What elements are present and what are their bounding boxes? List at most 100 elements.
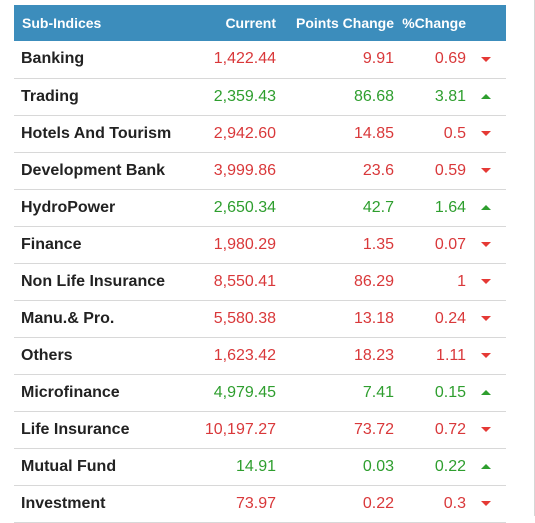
current-value: 4,979.45 xyxy=(213,383,276,401)
table-row[interactable]: Banking 1,422.44 9.91 0.69 xyxy=(14,41,506,78)
trend-cell xyxy=(466,189,506,226)
points-change-value: 9.91 xyxy=(362,50,394,68)
sub-indices-table: Sub-Indices Current Points Change %Chang… xyxy=(14,5,506,523)
sub-index-name[interactable]: Finance xyxy=(21,235,82,253)
table-row[interactable]: Manu.& Pro. 5,580.38 13.18 0.24 xyxy=(14,300,506,337)
table-row[interactable]: HydroPower 2,650.34 42.7 1.64 xyxy=(14,189,506,226)
points-change-value: 13.18 xyxy=(353,309,394,327)
points-change-value: 23.6 xyxy=(362,161,394,179)
points-change-value: 0.22 xyxy=(362,494,394,512)
table-row[interactable]: Trading 2,359.43 86.68 3.81 xyxy=(14,78,506,115)
sub-index-name[interactable]: Banking xyxy=(21,50,85,68)
current-value: 5,580.38 xyxy=(213,309,276,327)
trend-cell xyxy=(466,152,506,189)
caret-down-icon xyxy=(481,426,491,432)
sub-index-name[interactable]: Non Life Insurance xyxy=(21,272,166,290)
header-arrow xyxy=(466,5,506,41)
caret-down-icon xyxy=(481,241,491,247)
caret-down-icon xyxy=(481,167,491,173)
table-row[interactable]: Hotels And Tourism 2,942.60 14.85 0.5 xyxy=(14,115,506,152)
table-row[interactable]: Others 1,623.42 18.23 1.11 xyxy=(14,337,506,374)
points-change-value: 7.41 xyxy=(362,383,394,401)
points-change-value: 1.35 xyxy=(362,235,394,253)
current-value: 73.97 xyxy=(235,494,276,512)
caret-down-icon xyxy=(481,315,491,321)
header-sub-indices[interactable]: Sub-Indices xyxy=(22,15,102,31)
trend-cell xyxy=(466,337,506,374)
trend-cell xyxy=(466,411,506,448)
current-value: 8,550.41 xyxy=(213,272,276,290)
trend-cell xyxy=(466,374,506,411)
pct-change-value: 0.24 xyxy=(434,309,466,327)
trend-cell xyxy=(466,263,506,300)
current-value: 1,422.44 xyxy=(213,50,276,68)
caret-down-icon xyxy=(481,56,491,62)
points-change-value: 86.68 xyxy=(353,87,394,105)
caret-down-icon xyxy=(481,352,491,358)
trend-cell xyxy=(466,115,506,152)
sub-index-name[interactable]: Life Insurance xyxy=(21,420,130,438)
sub-index-name[interactable]: Microfinance xyxy=(21,383,120,401)
sub-index-name[interactable]: Manu.& Pro. xyxy=(21,309,115,327)
table-row[interactable]: Non Life Insurance 8,550.41 86.29 1 xyxy=(14,263,506,300)
sub-index-name[interactable]: Trading xyxy=(21,87,79,105)
pct-change-value: 1.64 xyxy=(434,198,466,216)
header-points-change[interactable]: Points Change xyxy=(295,15,394,31)
sub-index-name[interactable]: Others xyxy=(21,346,73,364)
current-value: 3,999.86 xyxy=(213,161,276,179)
pct-change-value: 1.11 xyxy=(436,346,466,364)
trend-cell xyxy=(466,226,506,263)
sub-index-name[interactable]: Mutual Fund xyxy=(21,457,117,475)
caret-down-icon xyxy=(481,130,491,136)
caret-down-icon xyxy=(481,278,491,284)
caret-up-icon xyxy=(481,93,491,99)
current-value: 2,942.60 xyxy=(213,124,276,142)
pct-change-value: 3.81 xyxy=(434,87,466,105)
pct-change-value: 0.15 xyxy=(434,383,466,401)
points-change-value: 18.23 xyxy=(353,346,394,364)
current-value: 10,197.27 xyxy=(204,420,276,438)
caret-down-icon xyxy=(481,500,491,506)
sub-index-name[interactable]: Development Bank xyxy=(21,161,166,179)
pct-change-value: 0.72 xyxy=(434,420,466,438)
table-row[interactable]: Finance 1,980.29 1.35 0.07 xyxy=(14,226,506,263)
pct-change-value: 0.5 xyxy=(443,124,466,142)
trend-cell xyxy=(466,448,506,485)
pct-change-value: 0.3 xyxy=(443,494,466,512)
pct-change-value: 0.59 xyxy=(434,161,466,179)
trend-cell xyxy=(466,78,506,115)
pct-change-value: 0.69 xyxy=(434,50,466,68)
sub-index-name[interactable]: Investment xyxy=(21,494,106,512)
current-value: 2,359.43 xyxy=(213,87,276,105)
points-change-value: 86.29 xyxy=(353,272,394,290)
sub-index-name[interactable]: Hotels And Tourism xyxy=(21,124,172,142)
trend-cell xyxy=(466,485,506,522)
points-change-value: 0.03 xyxy=(362,457,394,475)
header-row: Sub-Indices Current Points Change %Chang… xyxy=(14,5,506,41)
pct-change-value: 0.07 xyxy=(434,235,466,253)
trend-cell xyxy=(466,300,506,337)
current-value: 1,980.29 xyxy=(213,235,276,253)
points-change-value: 73.72 xyxy=(353,420,394,438)
current-value: 1,623.42 xyxy=(213,346,276,364)
header-current[interactable]: Current xyxy=(225,15,276,31)
table-row[interactable]: Investment 73.97 0.22 0.3 xyxy=(14,485,506,522)
points-change-value: 42.7 xyxy=(362,198,394,216)
trend-cell xyxy=(466,41,506,78)
caret-up-icon xyxy=(481,389,491,395)
table-row[interactable]: Development Bank 3,999.86 23.6 0.59 xyxy=(14,152,506,189)
pct-change-value: 1 xyxy=(457,272,466,290)
caret-up-icon xyxy=(481,204,491,210)
table-row[interactable]: Mutual Fund 14.91 0.03 0.22 xyxy=(14,448,506,485)
current-value: 14.91 xyxy=(235,457,276,475)
current-value: 2,650.34 xyxy=(213,198,276,216)
header-pct-change[interactable]: %Change xyxy=(402,15,466,31)
table-body: Banking 1,422.44 9.91 0.69 Trading 2,359.43 86… xyxy=(14,41,506,522)
pct-change-value: 0.22 xyxy=(434,457,466,475)
points-change-value: 14.85 xyxy=(353,124,394,142)
table-row[interactable]: Life Insurance 10,197.27 73.72 0.72 xyxy=(14,411,506,448)
caret-up-icon xyxy=(481,463,491,469)
table-header: Sub-Indices Current Points Change %Chang… xyxy=(14,5,506,41)
sub-index-name[interactable]: HydroPower xyxy=(21,198,116,216)
table-row[interactable]: Microfinance 4,979.45 7.41 0.15 xyxy=(14,374,506,411)
